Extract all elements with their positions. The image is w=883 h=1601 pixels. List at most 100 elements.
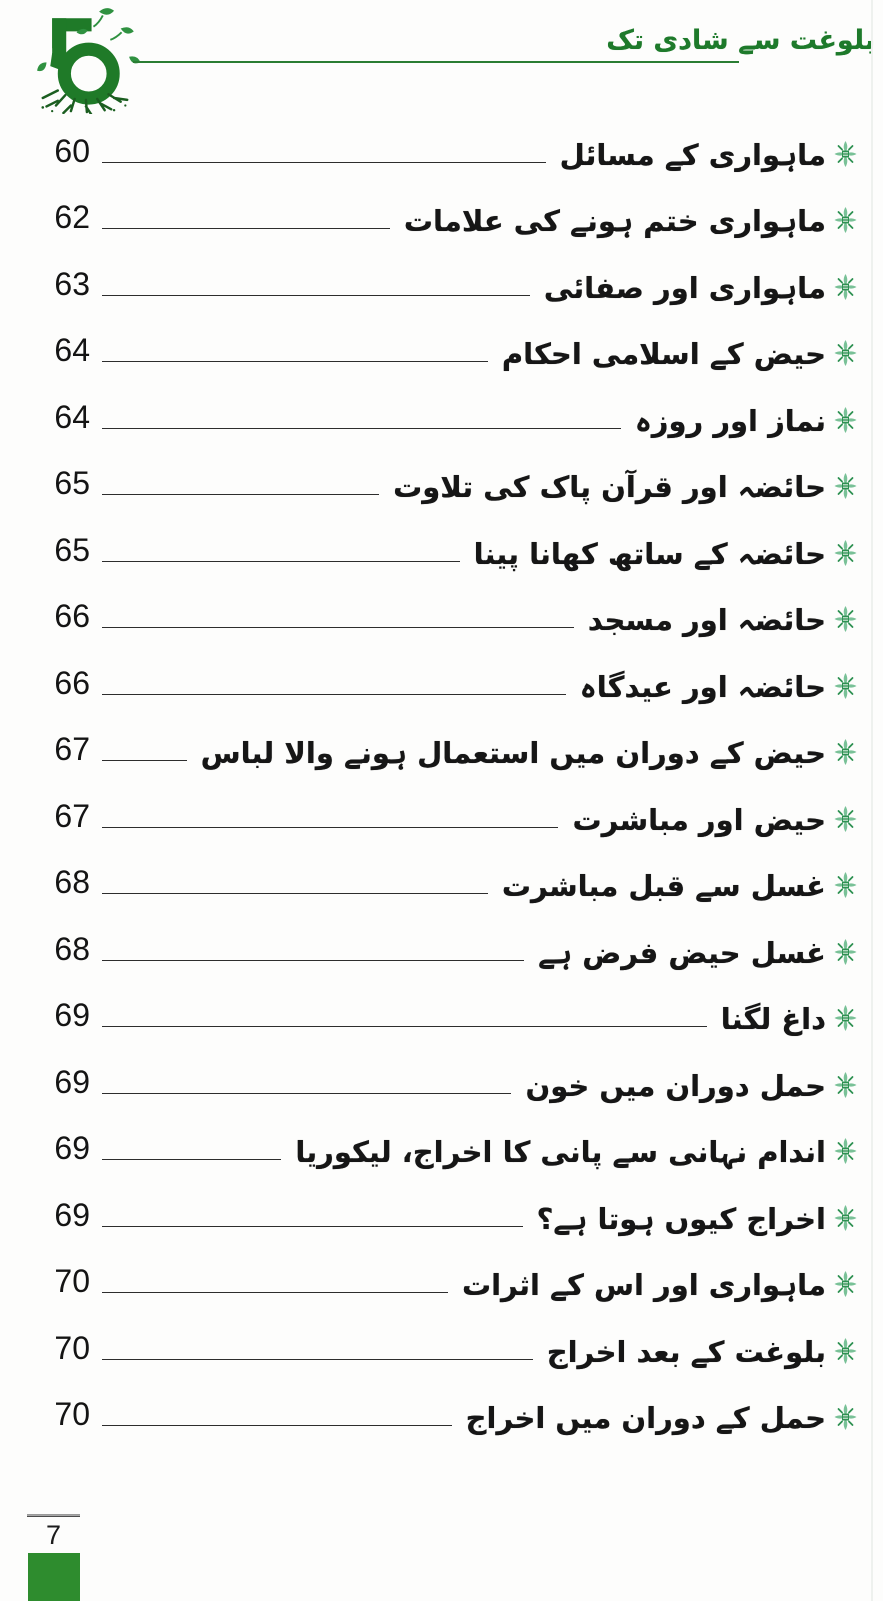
toc-row: حیض کے اسلامی احکام 64 — [0, 323, 883, 390]
toc-leader-line — [102, 560, 460, 562]
ornament-bullet-icon — [834, 1204, 857, 1231]
ornament-bullet-icon — [834, 273, 857, 300]
toc-list: ماہواری کے مسائل 60 — [0, 123, 883, 1453]
ornament-bullet-icon — [834, 473, 857, 499]
ornament-bullet-icon — [834, 739, 857, 765]
toc-row: اندام نہانی سے پانی کا اخراج، لیکوریا 69 — [0, 1121, 883, 1188]
toc-page-number: 65 — [54, 465, 90, 501]
toc-page-number: 68 — [54, 864, 90, 900]
page-edge-shadow — [871, 0, 873, 1601]
toc-page-number: 66 — [54, 598, 90, 634]
book-title: بلوغت سے شادی تک — [606, 25, 875, 56]
toc-entry-title: غسل سے قبل مباشرت — [501, 869, 826, 903]
toc-leader-line — [102, 1425, 452, 1426]
toc-row: بلوغت کے بعد اخراج 70 — [0, 1320, 883, 1387]
toc-row: نماز اور روزہ 64 — [0, 389, 883, 456]
toc-page-number: 70 — [54, 1396, 90, 1432]
ornament-bullet-icon — [834, 606, 857, 632]
toc-entry-title: حمل دوران میں خون — [525, 1068, 826, 1103]
footer-page-number: 7 — [45, 1520, 62, 1550]
toc-page-number: 64 — [54, 332, 90, 368]
ornament-bullet-icon — [834, 207, 857, 233]
toc-page-number: 63 — [54, 265, 90, 302]
toc-entry-title: نماز اور روزہ — [634, 403, 826, 438]
toc-row: حیض کے دوران میں استعمال ہونے والا لباس … — [0, 722, 883, 789]
toc-entry-title: ماہواری اور صفائی — [543, 270, 826, 305]
toc-row: داغ لگنا 69 — [0, 988, 883, 1055]
toc-entry-title: حمل کے دوران میں اخراج — [465, 1401, 826, 1435]
toc-leader-line — [102, 1292, 448, 1293]
toc-row: حائضہ اور قرآن پاک کی تلاوت 65 — [0, 456, 883, 523]
toc-entry-title: غسل حیض فرض ہے — [538, 935, 826, 970]
ornament-bullet-icon — [834, 805, 857, 832]
toc-leader-line — [102, 494, 380, 495]
footer-green-square — [28, 1553, 80, 1601]
ornament-bullet-icon — [834, 140, 857, 167]
toc-entry-title: داغ لگنا — [720, 1002, 826, 1036]
toc-leader-line — [102, 427, 621, 429]
toc-page-number: 68 — [54, 930, 90, 967]
toc-page-number: 67 — [54, 731, 90, 767]
toc-row: حائضہ اور مسجد 66 — [0, 589, 883, 656]
toc-row: حیض اور مباشرت 67 — [0, 788, 883, 855]
toc-entry-title: اندام نہانی سے پانی کا اخراج، لیکوریا — [295, 1135, 826, 1169]
toc-entry-title: بلوغت کے بعد اخراج — [546, 1334, 826, 1369]
ornament-bullet-icon — [834, 1271, 857, 1297]
ornament-bullet-icon — [834, 672, 857, 699]
toc-leader-line — [102, 1225, 523, 1227]
toc-leader-line — [102, 228, 390, 229]
toc-page-number: 66 — [54, 664, 90, 701]
toc-page-number: 65 — [54, 531, 90, 568]
toc-leader-line — [102, 361, 488, 362]
toc-leader-line — [102, 294, 530, 296]
toc-leader-line — [102, 959, 525, 961]
toc-entry-title: حیض کے اسلامی احکام — [501, 337, 826, 371]
toc-entry-title: حائضہ اور عیدگاہ — [579, 669, 826, 704]
toc-leader-line — [102, 627, 574, 628]
toc-page-number: 69 — [54, 1196, 90, 1233]
ornament-bullet-icon — [834, 340, 857, 366]
toc-leader-line — [102, 693, 566, 695]
toc-leader-line — [102, 893, 488, 894]
toc-page-number: 70 — [54, 1329, 90, 1366]
toc-row: ماہواری اور صفائی 63 — [0, 256, 883, 323]
toc-leader-line — [102, 1092, 512, 1094]
toc-page-number: 69 — [54, 1063, 90, 1100]
toc-row: اخراج کیوں ہوتا ہے؟ 69 — [0, 1187, 883, 1254]
toc-entry-title: حیض کے دوران میں استعمال ہونے والا لباس — [200, 736, 826, 770]
toc-leader-line — [102, 760, 187, 761]
footer-rule — [27, 1514, 80, 1517]
toc-leader-line — [102, 1159, 282, 1160]
toc-page-number: 69 — [54, 997, 90, 1033]
toc-page-number: 69 — [54, 1130, 90, 1166]
ornament-bullet-icon — [834, 1005, 857, 1031]
ornament-bullet-icon — [834, 938, 857, 965]
plant-growth-logo-icon — [37, 8, 141, 114]
ornament-bullet-icon — [834, 539, 857, 566]
ornament-bullet-icon — [834, 406, 857, 433]
toc-row: ماہواری کے مسائل 60 — [0, 123, 883, 190]
toc-entry-title: حائضہ اور مسجد — [587, 603, 826, 637]
toc-entry-title: حائضہ اور قرآن پاک کی تلاوت — [393, 470, 826, 504]
ornament-bullet-icon — [834, 1071, 857, 1098]
ornament-bullet-icon — [834, 1404, 857, 1430]
toc-leader-line — [102, 826, 559, 828]
ornament-bullet-icon — [834, 1138, 857, 1164]
toc-row: حائضہ کے ساتھ کھانا پینا 65 — [0, 522, 883, 589]
toc-row: حمل دوران میں خون 69 — [0, 1054, 883, 1121]
toc-page-number: 60 — [54, 132, 90, 169]
toc-leader-line — [102, 1358, 533, 1360]
toc-row: حمل کے دوران میں اخراج 70 — [0, 1387, 883, 1454]
toc-entry-title: ماہواری اور اس کے اثرات — [461, 1268, 826, 1302]
toc-row: غسل حیض فرض ہے 68 — [0, 921, 883, 988]
page-header: بلوغت سے شادی تک — [0, 0, 883, 122]
toc-leader-line — [102, 1026, 707, 1027]
toc-entry-title: ماہواری کے مسائل — [559, 137, 826, 172]
toc-page-number: 62 — [54, 199, 90, 235]
toc-page-number: 70 — [54, 1263, 90, 1299]
toc-row: ماہواری ختم ہونے کی علامات 62 — [0, 190, 883, 257]
toc-entry-title: اخراج کیوں ہوتا ہے؟ — [536, 1201, 826, 1236]
toc-row: حائضہ اور عیدگاہ 66 — [0, 655, 883, 722]
toc-page-number: 64 — [54, 398, 90, 435]
